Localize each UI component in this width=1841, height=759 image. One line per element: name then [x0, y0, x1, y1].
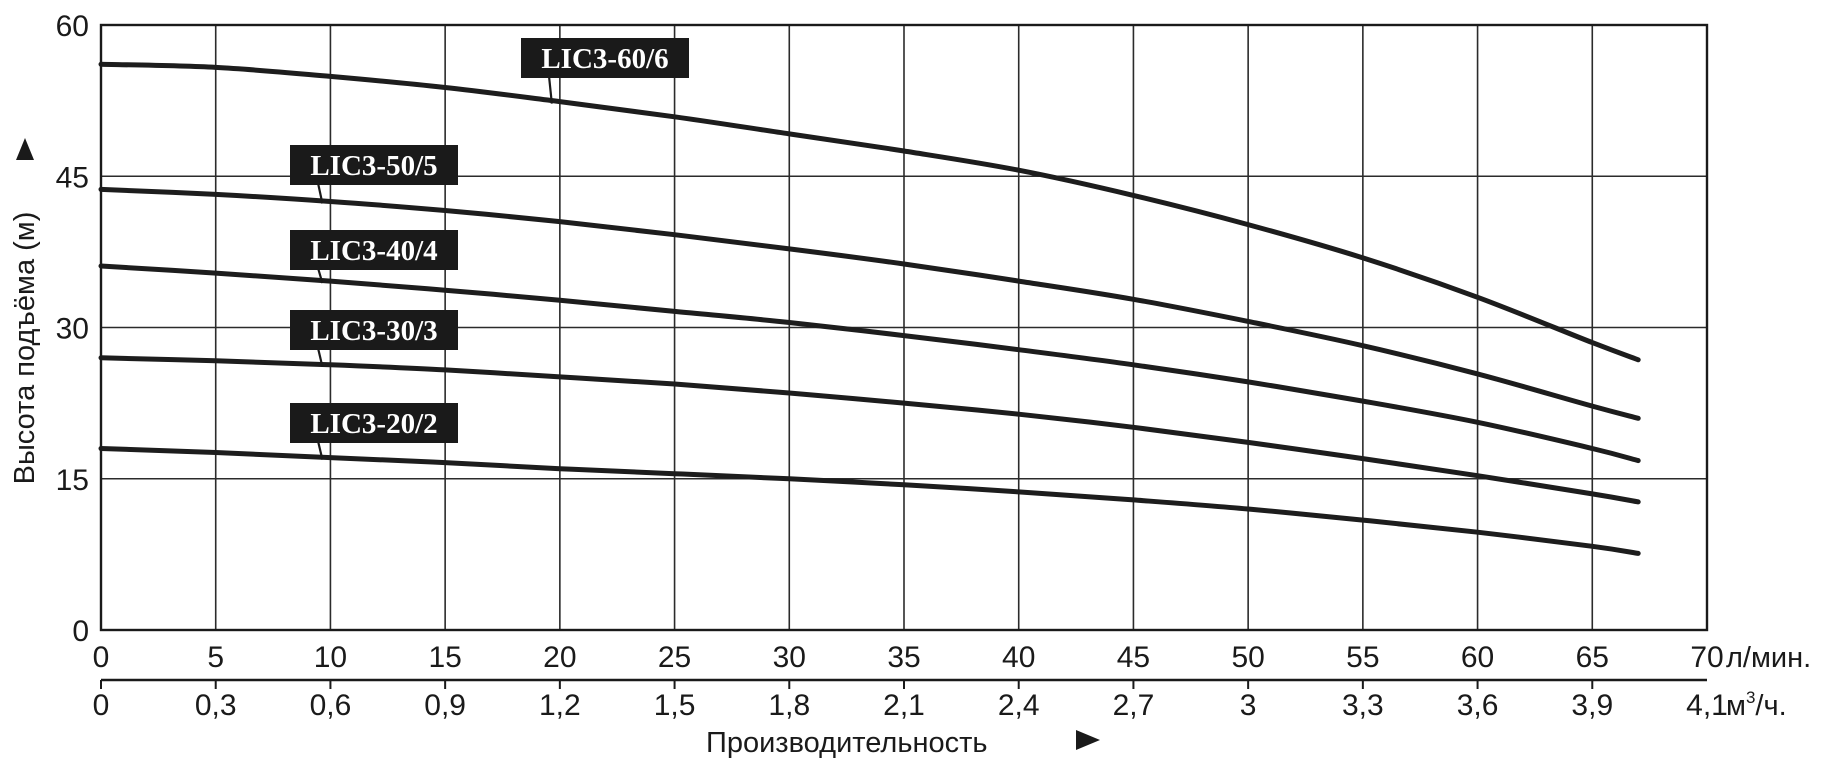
- x2-tick-label: 1,8: [768, 689, 810, 722]
- y-axis-title-group: Высота подъёма (м): [9, 138, 41, 484]
- x2-tick-label: 0,9: [424, 689, 466, 722]
- curves: [98, 61, 1641, 556]
- y-axis-title: Высота подъёма (м): [9, 212, 41, 485]
- x2-tick-label: 3,6: [1457, 689, 1499, 722]
- label-leader-line: [316, 267, 324, 284]
- x2-tick-label: 4,1: [1686, 689, 1728, 722]
- x2-tick-label: 0,3: [195, 689, 237, 722]
- series-label: LIC3-40/4: [290, 230, 458, 284]
- x-tick-label: 50: [1231, 641, 1264, 674]
- x2-unit-main: м: [1726, 690, 1746, 722]
- x-tick-label: 70: [1690, 641, 1723, 674]
- x-tick-label: 40: [1002, 641, 1035, 674]
- label-box: [290, 310, 458, 350]
- series-label-text: LIC3-50/5: [310, 150, 437, 182]
- x-tick-label: 60: [1461, 641, 1494, 674]
- x-tick-label: 55: [1346, 641, 1379, 674]
- label-box: [521, 38, 689, 78]
- x2-tick-label: 0: [93, 689, 110, 722]
- x-axis-title-group: Производительность: [706, 727, 1100, 759]
- series-label-text: LIC3-20/2: [310, 408, 437, 440]
- series-label-text: LIC3-30/3: [310, 315, 437, 347]
- series-labels: LIC3-60/6 LIC3-50/5 LIC3-40/4 LIC3-30/3 LIC3…: [290, 38, 689, 460]
- x-tick-label: 20: [543, 641, 576, 674]
- x2-tick-label: 3,3: [1342, 689, 1384, 722]
- x-ticks: 0 5 10 15 20 25 30 35 40 45 50 55 60 65 70: [93, 641, 1724, 674]
- x-tick-label: 65: [1576, 641, 1609, 674]
- series-curve: [98, 186, 1641, 421]
- x-tick-label: 25: [658, 641, 691, 674]
- x-unit-label: л/мин.: [1726, 642, 1811, 674]
- x-tick-label: 5: [207, 641, 224, 674]
- series-curve: [98, 446, 1641, 556]
- y-tick-label: 15: [56, 464, 89, 497]
- x-tick-label: 45: [1117, 641, 1150, 674]
- x-tick-label: 0: [93, 641, 110, 674]
- x2-tick-label: 1,5: [654, 689, 696, 722]
- x2-tick-label: 2,4: [998, 689, 1040, 722]
- label-box: [290, 403, 458, 443]
- x2-ticks: 0 0,3 0,6 0,9 1,2 1,5 1,8 2,1 2,4 2,7 3 3,3 3,6 3,9 4,…: [93, 680, 1728, 722]
- x-tick-label: 15: [428, 641, 461, 674]
- series-label: LIC3-50/5: [290, 145, 458, 204]
- x2-tick-label: 3,9: [1571, 689, 1613, 722]
- y-tick-label: 45: [56, 161, 89, 194]
- series-curve: [98, 263, 1641, 464]
- series-label: LIC3-30/3: [290, 310, 458, 368]
- series-label: LIC3-20/2: [290, 403, 458, 460]
- y-tick-label: 60: [56, 10, 89, 43]
- series-label: LIC3-60/6: [521, 38, 689, 104]
- series-curve: [98, 355, 1641, 505]
- x2-tick-label: 2,7: [1113, 689, 1155, 722]
- x2-unit-tail: /ч.: [1755, 690, 1786, 722]
- x2-tick-label: 2,1: [883, 689, 925, 722]
- plot-frame: [99, 23, 1709, 632]
- label-leader-line: [316, 347, 324, 368]
- y-axis-arrow-icon: [16, 138, 34, 160]
- y-tick-label: 30: [56, 313, 89, 346]
- x-axis-title: Производительность: [706, 727, 987, 759]
- x2-tick-label: 1,2: [539, 689, 581, 722]
- x-tick-label: 35: [887, 641, 920, 674]
- series-curve: [98, 61, 1641, 363]
- label-leader-line: [547, 75, 553, 104]
- label-box: [290, 145, 458, 185]
- x2-unit-sup: 3: [1746, 688, 1755, 707]
- grid: [101, 25, 1707, 630]
- label-box: [290, 230, 458, 270]
- x-tick-label: 10: [314, 641, 347, 674]
- label-leader-line: [316, 440, 324, 460]
- x2-tick-label: 3: [1240, 689, 1257, 722]
- x2-unit-label: м3/ч.: [1726, 688, 1787, 722]
- y-tick-label: 0: [72, 615, 89, 648]
- y-ticks: 0 15 30 45 60: [56, 10, 89, 648]
- series-label-text: LIC3-40/4: [310, 235, 437, 267]
- label-leader-line: [316, 182, 324, 204]
- x-axis-arrow-icon: [1076, 730, 1100, 750]
- x2-tick-label: 0,6: [310, 689, 352, 722]
- x-tick-label: 30: [773, 641, 806, 674]
- series-label-text: LIC3-60/6: [541, 43, 668, 75]
